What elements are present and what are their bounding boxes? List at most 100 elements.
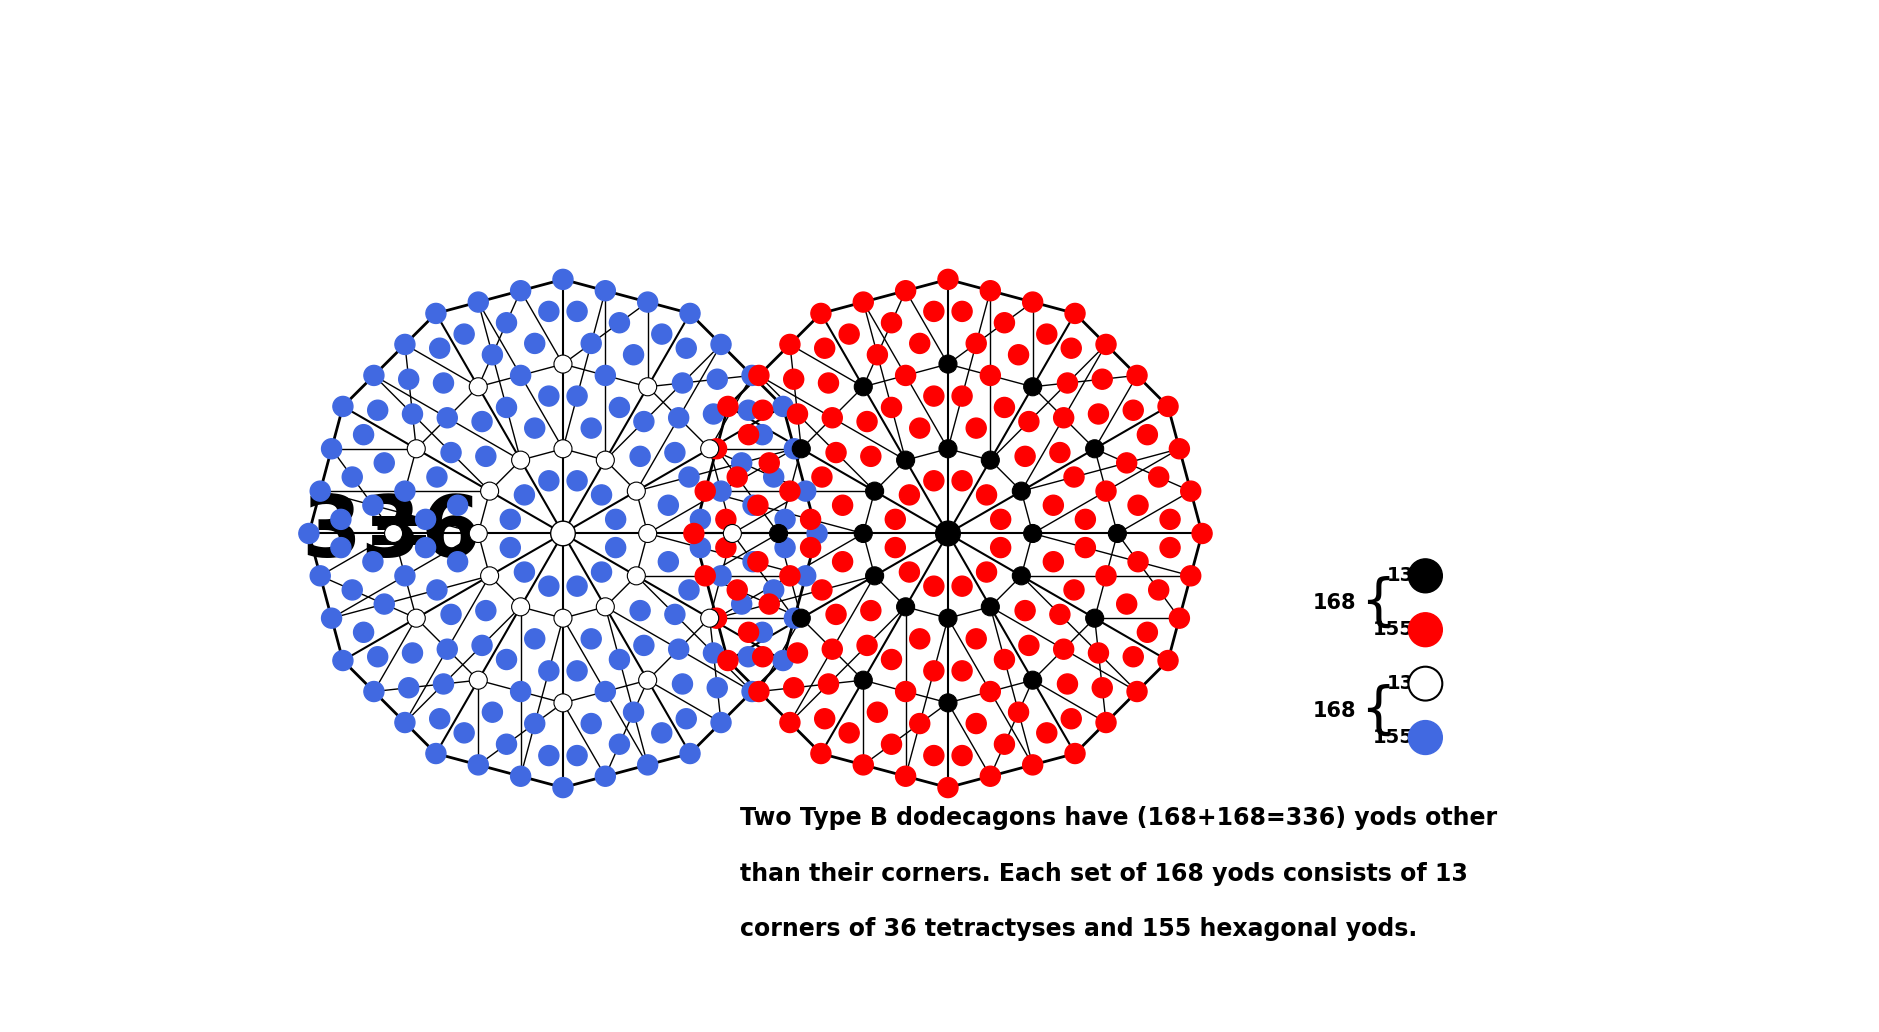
Circle shape — [398, 369, 419, 389]
Circle shape — [793, 440, 810, 458]
Circle shape — [567, 471, 586, 491]
Circle shape — [881, 734, 902, 754]
Circle shape — [368, 400, 387, 420]
Circle shape — [468, 292, 489, 312]
Circle shape — [676, 709, 697, 729]
Circle shape — [481, 482, 498, 501]
Circle shape — [703, 643, 723, 663]
Circle shape — [1058, 674, 1077, 694]
Circle shape — [333, 650, 353, 671]
Circle shape — [780, 712, 800, 733]
Circle shape — [442, 605, 460, 624]
Circle shape — [784, 369, 804, 389]
Circle shape — [430, 709, 449, 729]
Circle shape — [881, 649, 902, 670]
Circle shape — [881, 313, 902, 332]
Circle shape — [468, 754, 489, 775]
Circle shape — [539, 386, 558, 407]
Circle shape — [981, 365, 1000, 385]
Circle shape — [628, 567, 644, 585]
Circle shape — [823, 408, 842, 428]
Circle shape — [812, 303, 831, 323]
Circle shape — [750, 681, 769, 702]
Circle shape — [1009, 345, 1028, 364]
Circle shape — [1050, 443, 1069, 462]
Circle shape — [629, 601, 650, 620]
Circle shape — [524, 418, 545, 439]
Circle shape — [554, 609, 571, 627]
Circle shape — [470, 671, 487, 689]
Text: 168: 168 — [1313, 592, 1357, 613]
Circle shape — [511, 598, 530, 616]
Circle shape — [1409, 613, 1443, 647]
Circle shape — [515, 485, 534, 505]
Circle shape — [723, 524, 742, 543]
Circle shape — [855, 671, 872, 689]
Circle shape — [774, 538, 795, 557]
Circle shape — [994, 734, 1015, 754]
Circle shape — [552, 269, 573, 289]
Circle shape — [1116, 453, 1137, 473]
Circle shape — [784, 439, 804, 459]
Circle shape — [748, 552, 769, 572]
Text: 168: 168 — [1313, 701, 1357, 720]
Circle shape — [981, 451, 1000, 470]
Circle shape — [800, 538, 821, 557]
Circle shape — [800, 510, 821, 529]
Circle shape — [900, 562, 919, 582]
Circle shape — [684, 523, 705, 544]
Circle shape — [731, 453, 752, 473]
Circle shape — [331, 538, 351, 557]
Circle shape — [938, 777, 958, 798]
Circle shape — [581, 628, 601, 649]
Circle shape — [321, 439, 342, 459]
Circle shape — [827, 605, 846, 624]
Circle shape — [665, 605, 686, 624]
Circle shape — [596, 281, 614, 300]
Circle shape — [940, 694, 956, 712]
Circle shape — [885, 538, 906, 557]
Circle shape — [415, 538, 436, 557]
Circle shape — [438, 639, 457, 659]
Circle shape — [385, 524, 402, 543]
Circle shape — [652, 324, 673, 344]
Circle shape — [496, 313, 517, 332]
Circle shape — [592, 485, 611, 505]
Circle shape — [710, 712, 731, 733]
Circle shape — [342, 580, 363, 600]
Circle shape — [1180, 566, 1201, 586]
Circle shape — [673, 674, 693, 694]
Circle shape — [861, 601, 881, 620]
Circle shape — [1127, 552, 1148, 572]
Circle shape — [1013, 482, 1030, 501]
Circle shape — [774, 510, 795, 529]
Circle shape — [1409, 559, 1443, 592]
Circle shape — [470, 378, 487, 396]
Circle shape — [1095, 566, 1116, 586]
Circle shape — [1064, 580, 1084, 600]
Circle shape — [787, 643, 808, 663]
Circle shape — [885, 510, 906, 529]
Circle shape — [1024, 524, 1041, 543]
Circle shape — [1109, 524, 1126, 543]
Circle shape — [511, 451, 530, 470]
Circle shape — [812, 580, 832, 600]
Circle shape — [753, 647, 772, 667]
Circle shape — [455, 324, 474, 344]
Text: 155: 155 — [1374, 728, 1413, 747]
Circle shape — [551, 521, 575, 546]
Circle shape — [707, 678, 727, 698]
Circle shape — [1191, 523, 1212, 544]
Circle shape — [750, 365, 769, 385]
Circle shape — [742, 552, 763, 572]
Circle shape — [596, 365, 614, 385]
Circle shape — [881, 397, 902, 418]
Circle shape — [909, 418, 930, 439]
Circle shape — [658, 552, 678, 572]
Circle shape — [673, 373, 693, 393]
Circle shape — [924, 386, 943, 407]
Circle shape — [909, 628, 930, 649]
Circle shape — [427, 467, 447, 487]
Circle shape — [840, 324, 859, 344]
Circle shape — [496, 649, 517, 670]
